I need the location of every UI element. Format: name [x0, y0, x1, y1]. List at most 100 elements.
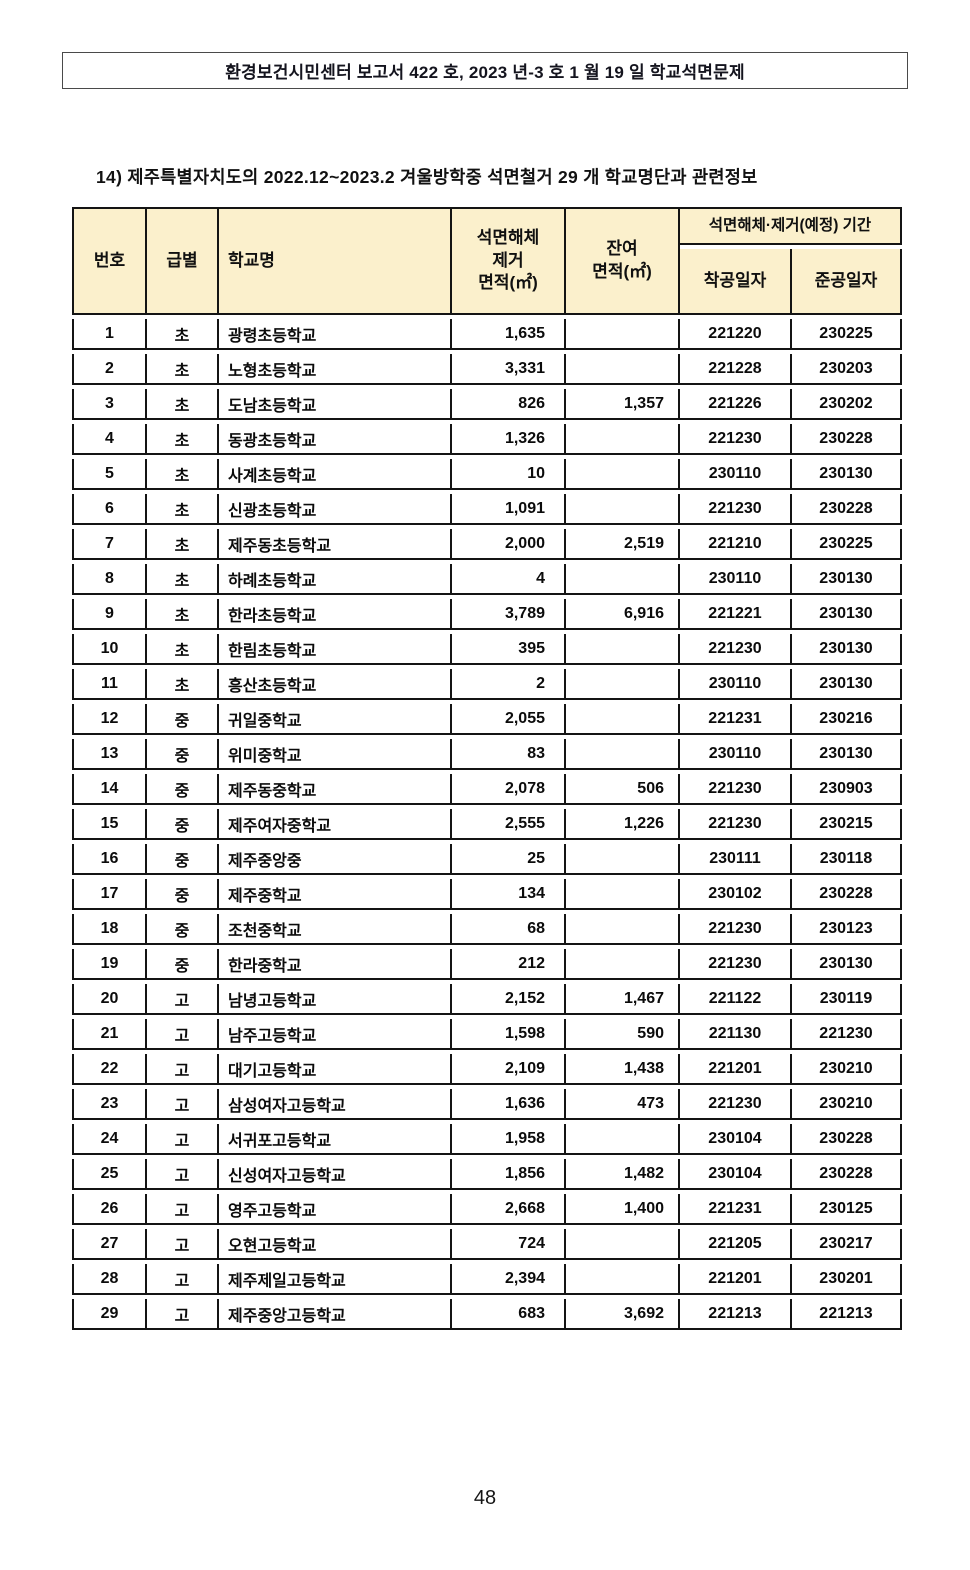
cell-remaining-area: 1,482	[566, 1159, 680, 1190]
cell-end-date: 230228	[792, 424, 902, 455]
table-row: 8 초 하례초등학교 4 230110 230130	[72, 564, 902, 595]
cell-school: 조천중학교	[219, 914, 452, 945]
cell-school: 제주동초등학교	[219, 529, 452, 560]
cell-remaining-area: 1,357	[566, 389, 680, 420]
report-header-text: 환경보건시민센터 보고서 422 호, 2023 년-3 호 1 월 19 일 …	[225, 63, 745, 82]
cell-end-date: 230903	[792, 774, 902, 805]
header-start-date: 착공일자	[680, 249, 792, 315]
cell-remaining-area	[566, 319, 680, 350]
cell-school: 한라초등학교	[219, 599, 452, 630]
cell-end-date: 230210	[792, 1089, 902, 1120]
cell-remaining-area	[566, 1229, 680, 1260]
section-title: 14) 제주특별자치도의 2022.12~2023.2 겨울방학중 석면철거 2…	[96, 167, 758, 187]
cell-start-date: 221130	[680, 1019, 792, 1050]
cell-end-date: 230217	[792, 1229, 902, 1260]
cell-remaining-area: 473	[566, 1089, 680, 1120]
cell-school: 서귀포고등학교	[219, 1124, 452, 1155]
cell-start-date: 221230	[680, 1089, 792, 1120]
table-row: 6 초 신광초등학교 1,091 221230 230228	[72, 494, 902, 525]
cell-removal-area: 2,078	[452, 774, 566, 805]
table-row: 7 초 제주동초등학교 2,000 2,519 221210 230225	[72, 529, 902, 560]
cell-level: 고	[147, 1054, 219, 1085]
cell-level: 중	[147, 844, 219, 875]
cell-level: 초	[147, 529, 219, 560]
cell-no: 12	[72, 704, 147, 735]
cell-removal-area: 68	[452, 914, 566, 945]
cell-no: 17	[72, 879, 147, 910]
cell-school: 위미중학교	[219, 739, 452, 770]
cell-no: 6	[72, 494, 147, 525]
cell-start-date: 230110	[680, 564, 792, 595]
cell-removal-area: 83	[452, 739, 566, 770]
cell-start-date: 221230	[680, 494, 792, 525]
cell-school: 광령초등학교	[219, 319, 452, 350]
cell-start-date: 221213	[680, 1299, 792, 1330]
cell-level: 고	[147, 1019, 219, 1050]
cell-start-date: 221230	[680, 949, 792, 980]
cell-end-date: 230130	[792, 634, 902, 665]
cell-school: 제주제일고등학교	[219, 1264, 452, 1295]
cell-no: 10	[72, 634, 147, 665]
table-body: 1 초 광령초등학교 1,635 221220 230225 2 초 노형초등학교 3,331 22…	[72, 319, 902, 1330]
cell-school: 신성여자고등학교	[219, 1159, 452, 1190]
cell-end-date: 230215	[792, 809, 902, 840]
cell-end-date: 230216	[792, 704, 902, 735]
cell-removal-area: 2,055	[452, 704, 566, 735]
cell-no: 3	[72, 389, 147, 420]
cell-end-date: 230130	[792, 669, 902, 700]
page-number: 48	[473, 1487, 497, 1509]
cell-start-date: 221231	[680, 1194, 792, 1225]
table-row: 19 중 한라중학교 212 221230 230130	[72, 949, 902, 980]
cell-no: 4	[72, 424, 147, 455]
cell-start-date: 230102	[680, 879, 792, 910]
cell-school: 남주고등학교	[219, 1019, 452, 1050]
cell-level: 초	[147, 564, 219, 595]
cell-school: 사계초등학교	[219, 459, 452, 490]
cell-start-date: 230104	[680, 1159, 792, 1190]
table-row: 11 초 흥산초등학교 2 230110 230130	[72, 669, 902, 700]
cell-level: 초	[147, 354, 219, 385]
cell-no: 2	[72, 354, 147, 385]
cell-level: 고	[147, 984, 219, 1015]
cell-level: 중	[147, 879, 219, 910]
cell-remaining-area	[566, 1124, 680, 1155]
cell-remaining-area: 1,438	[566, 1054, 680, 1085]
cell-no: 9	[72, 599, 147, 630]
table-row: 15 중 제주여자중학교 2,555 1,226 221230 230215	[72, 809, 902, 840]
table-row: 1 초 광령초등학교 1,635 221220 230225	[72, 319, 902, 350]
cell-level: 고	[147, 1124, 219, 1155]
cell-start-date: 230110	[680, 459, 792, 490]
cell-remaining-area: 1,467	[566, 984, 680, 1015]
cell-end-date: 230119	[792, 984, 902, 1015]
cell-school: 오현고등학교	[219, 1229, 452, 1260]
header-no: 번호	[72, 207, 147, 315]
cell-school: 대기고등학교	[219, 1054, 452, 1085]
cell-removal-area: 1,598	[452, 1019, 566, 1050]
cell-removal-area: 2	[452, 669, 566, 700]
cell-end-date: 230210	[792, 1054, 902, 1085]
cell-start-date: 221220	[680, 319, 792, 350]
cell-end-date: 230225	[792, 529, 902, 560]
cell-school: 귀일중학교	[219, 704, 452, 735]
cell-no: 23	[72, 1089, 147, 1120]
cell-removal-area: 1,856	[452, 1159, 566, 1190]
cell-school: 삼성여자고등학교	[219, 1089, 452, 1120]
cell-remaining-area: 590	[566, 1019, 680, 1050]
cell-removal-area: 1,635	[452, 319, 566, 350]
cell-remaining-area	[566, 459, 680, 490]
cell-removal-area: 2,668	[452, 1194, 566, 1225]
cell-level: 고	[147, 1194, 219, 1225]
table-header: 번호 급별 학교명 석면해체 제거 면적(㎡) 잔여 면적(㎡) 석면해체·제거…	[72, 207, 902, 315]
header-level: 급별	[147, 207, 219, 315]
cell-end-date: 230201	[792, 1264, 902, 1295]
cell-remaining-area: 1,400	[566, 1194, 680, 1225]
table-row: 21 고 남주고등학교 1,598 590 221130 221230	[72, 1019, 902, 1050]
cell-no: 20	[72, 984, 147, 1015]
cell-no: 1	[72, 319, 147, 350]
cell-level: 초	[147, 634, 219, 665]
cell-end-date: 230228	[792, 494, 902, 525]
cell-removal-area: 2,394	[452, 1264, 566, 1295]
cell-no: 22	[72, 1054, 147, 1085]
cell-level: 중	[147, 809, 219, 840]
table-row: 26 고 영주고등학교 2,668 1,400 221231 230125	[72, 1194, 902, 1225]
